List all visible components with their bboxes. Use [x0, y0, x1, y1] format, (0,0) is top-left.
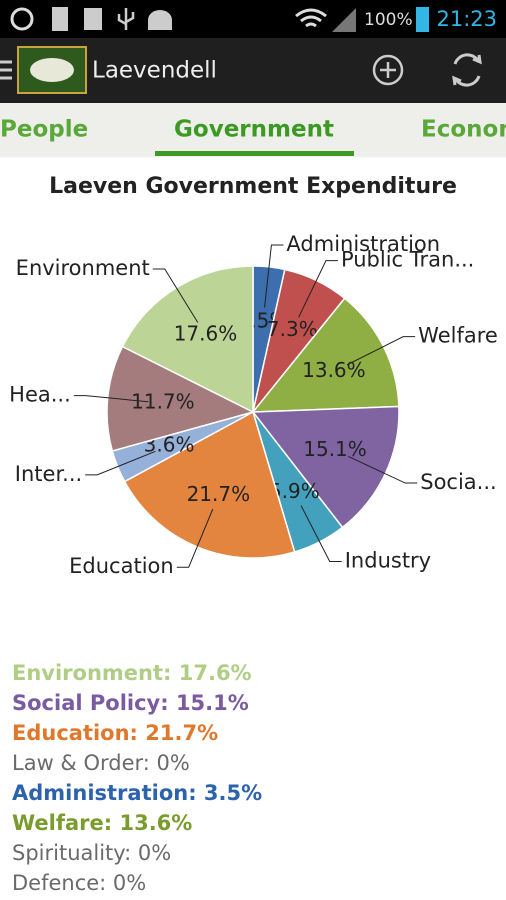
slice-label: Hea...	[9, 383, 71, 407]
battery-text: 100%	[364, 10, 413, 30]
slice-value-label: 13.6%	[302, 358, 366, 382]
tab-indicator	[155, 151, 354, 156]
tab-selected[interactable]: Government	[174, 117, 334, 143]
slice-label: Socia...	[420, 470, 496, 494]
app-logo-emblem	[30, 58, 74, 82]
slice-value-label: 7.3%	[267, 317, 318, 341]
leader-line	[152, 268, 199, 323]
legend-item: Environment: 17.6%	[12, 661, 252, 685]
slice-value-label: 17.6%	[174, 321, 238, 345]
leader-line	[298, 260, 338, 318]
slice-label: Administration	[286, 232, 440, 256]
leader-line	[85, 450, 156, 476]
tab[interactable]: People	[0, 117, 88, 143]
legend-item: Spirituality: 0%	[12, 841, 171, 865]
status-icon	[52, 7, 68, 31]
leader-line	[300, 505, 342, 562]
status-icon	[10, 7, 34, 31]
refresh-button[interactable]	[452, 53, 482, 87]
slice-value-label: 15.1%	[303, 437, 367, 461]
slice-label: Welfare	[418, 324, 498, 348]
leader-line	[348, 456, 418, 484]
leader-line	[73, 395, 149, 403]
tab[interactable]: Econom	[421, 117, 506, 143]
signal-icon	[332, 8, 356, 32]
tab-bar	[0, 103, 506, 157]
legend: Environment: 17.6% Social Policy: 15.1% Ed…	[12, 661, 262, 895]
slice-value-label: 11.7%	[131, 390, 195, 414]
app-logo	[17, 46, 87, 94]
legend-item: Education: 21.7%	[12, 721, 218, 745]
clock: 21:23	[436, 7, 497, 31]
app-title: Laevendell	[92, 58, 217, 84]
legend-item: Defence: 0%	[12, 871, 146, 895]
status-icon	[84, 8, 102, 30]
slice-label: Public Tran...	[341, 248, 474, 272]
legend-item: Welfare: 13.6%	[12, 811, 192, 835]
android-icon	[148, 10, 172, 30]
leader-line	[346, 336, 416, 366]
slice-label: Industry	[345, 548, 431, 572]
legend-item: Administration: 3.5%	[12, 781, 262, 805]
slice-label: Environment	[16, 256, 150, 280]
status-bar	[0, 0, 506, 38]
slice-label: Inter...	[15, 462, 82, 486]
slice-label: Education	[69, 554, 174, 578]
add-button[interactable]	[372, 54, 404, 86]
legend-item: Social Policy: 15.1%	[12, 691, 249, 715]
chart-title: Laeven Government Expenditure	[49, 174, 457, 199]
drawer-icon[interactable]	[0, 60, 12, 80]
battery-icon	[416, 7, 429, 32]
usb-icon	[117, 8, 135, 30]
leader-line	[264, 244, 284, 308]
wifi-icon	[295, 8, 327, 28]
slice-value-label: 21.7%	[187, 482, 251, 506]
leader-line	[176, 508, 214, 568]
legend-item: Law & Order: 0%	[12, 751, 190, 775]
